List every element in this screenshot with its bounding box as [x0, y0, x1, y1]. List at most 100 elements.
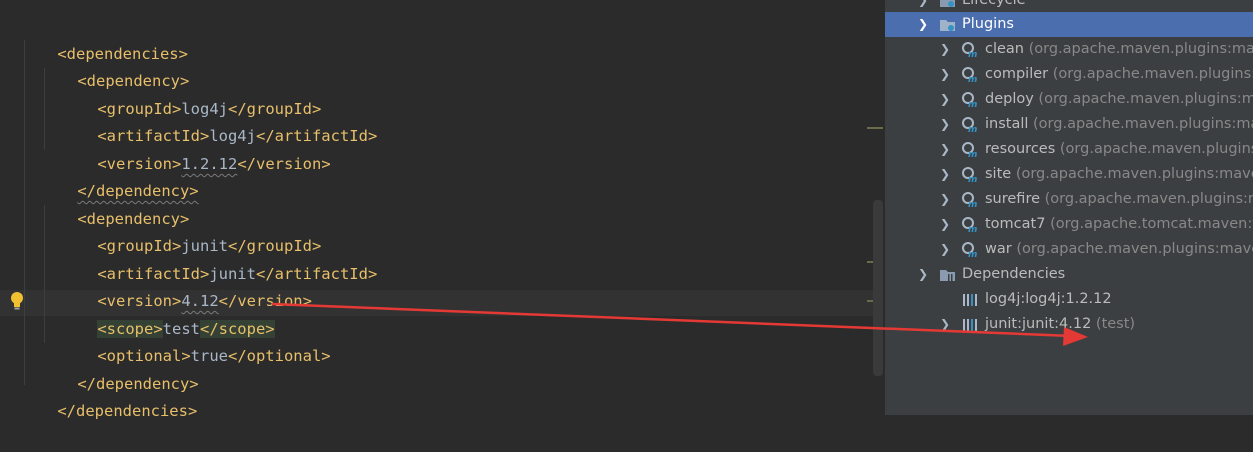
xml-tag: </dependency> — [77, 375, 199, 393]
tree-node-plugins[interactable]: ❯ Plugins — [885, 12, 1253, 37]
xml-tag: </groupId> — [228, 100, 322, 118]
code-line-scope[interactable]: <scope>test</scope> — [60, 289, 275, 338]
chevron-right-icon[interactable]: ❯ — [940, 92, 951, 106]
tree-node-plugin[interactable]: ❯ m resources (org.apache.maven.plugins — [885, 137, 1253, 162]
chevron-right-icon[interactable]: ❯ — [940, 117, 951, 131]
code-line[interactable]: <optional>true</optional> — [60, 316, 330, 365]
tree-node-label: Lifecycle — [962, 0, 1026, 8]
tree-node-plugin[interactable]: ❯ m tomcat7 (org.apache.tomcat.maven:t — [885, 212, 1253, 237]
chevron-right-icon[interactable]: ❯ — [940, 317, 951, 331]
chevron-right-icon[interactable]: ❯ — [940, 167, 951, 181]
plugin-group: (org.apache.maven.plugins:m — [1044, 191, 1253, 207]
maven-plugin-icon: m — [962, 117, 977, 133]
dependency-name: log4j:log4j:1.2.12 — [985, 291, 1112, 307]
code-line[interactable]: <dependency> — [40, 41, 189, 90]
code-line[interactable]: <dependency> — [40, 179, 189, 228]
tree-node-label: Dependencies — [962, 266, 1066, 282]
xml-editor[interactable]: <dependencies> <dependency> <groupId>log… — [0, 0, 885, 420]
tree-node-plugin[interactable]: ❯ m compiler (org.apache.maven.plugins: — [885, 62, 1253, 87]
xml-tag: <version> — [97, 292, 182, 310]
code-line[interactable]: <groupId>junit</groupId> — [60, 206, 321, 255]
plugin-name: tomcat7 — [985, 216, 1046, 232]
indent-guide — [44, 205, 45, 343]
code-line[interactable]: <artifactId>log4j</artifactId> — [60, 96, 377, 145]
xml-tag: <version> — [97, 155, 182, 173]
code-line[interactable]: <version>4.12</version> — [60, 261, 312, 310]
svg-text:m: m — [968, 175, 977, 183]
plugin-name: clean — [985, 41, 1024, 57]
folder-gear-icon — [940, 20, 955, 31]
tree-node-plugin[interactable]: ❯ m deploy (org.apache.maven.plugins:m — [885, 87, 1253, 112]
scrollbar-marker[interactable] — [867, 127, 883, 129]
xml-tag: </dependencies> — [57, 402, 198, 420]
chevron-right-icon[interactable]: ❯ — [940, 142, 951, 156]
xml-tag: </artifactId> — [255, 127, 378, 145]
code-line[interactable]: </dependency> — [40, 344, 198, 393]
plugin-name: surefire — [985, 191, 1041, 207]
code-line[interactable]: <version>1.2.12</version> — [60, 124, 330, 173]
chevron-right-icon[interactable]: ❯ — [940, 242, 951, 256]
code-line[interactable]: <dependencies> — [20, 14, 188, 63]
folder-library-icon — [940, 270, 955, 281]
xml-tag: </groupId> — [228, 237, 322, 255]
chevron-down-icon[interactable]: ❯ — [918, 267, 929, 281]
svg-text:m: m — [968, 100, 977, 108]
chevron-down-icon[interactable]: ❯ — [918, 17, 929, 31]
xml-value: test — [162, 320, 200, 338]
maven-plugin-icon: m — [962, 92, 977, 108]
xml-tag: <optional> — [97, 347, 191, 365]
xml-value: log4j — [209, 127, 256, 145]
tree-node-plugin[interactable]: ❯ m clean (org.apache.maven.plugins:ma — [885, 37, 1253, 62]
code-line[interactable]: </dependency> — [40, 151, 198, 200]
indent-guide — [24, 40, 25, 385]
plugin-name: resources — [985, 141, 1056, 157]
maven-plugin-icon: m — [962, 42, 977, 58]
tree-node-plugin[interactable]: ❯ m war (org.apache.maven.plugins:mave — [885, 237, 1253, 262]
tree-node-plugin[interactable]: ❯ m surefire (org.apache.maven.plugins:m — [885, 187, 1253, 212]
svg-text:m: m — [968, 50, 977, 58]
svg-text:m: m — [968, 225, 977, 233]
maven-plugin-icon: m — [962, 67, 977, 83]
xml-tag: </optional> — [227, 347, 331, 365]
editor-scrollbar[interactable] — [873, 200, 883, 376]
xml-tag: <dependency> — [77, 72, 190, 90]
chevron-right-icon[interactable]: ❯ — [940, 67, 951, 81]
tree-node-plugin[interactable]: ❯ m install (org.apache.maven.plugins:ma — [885, 112, 1253, 137]
indent-guide — [44, 68, 45, 150]
xml-tag: <artifactId> — [97, 127, 210, 145]
tree-node-dependency[interactable]: log4j:log4j:1.2.12 — [885, 287, 1253, 312]
library-icon — [963, 319, 977, 331]
plugin-group: (org.apache.maven.plugins: — [1052, 66, 1253, 82]
plugin-group: (org.apache.maven.plugins — [1059, 141, 1253, 157]
chevron-right-icon[interactable]: ❯ — [940, 217, 951, 231]
xml-tag: <dependencies> — [57, 45, 188, 63]
code-line[interactable]: <groupId>log4j</groupId> — [60, 69, 321, 118]
tree-node-dependency[interactable]: ❯ junit:junit:4.12 (test) — [885, 312, 1253, 337]
chevron-right-icon[interactable]: ❯ — [940, 42, 951, 56]
xml-value: 4.12 — [181, 292, 219, 310]
xml-tag: <dependency> — [77, 210, 190, 228]
plugin-group: (org.apache.tomcat.maven:t — [1050, 216, 1253, 232]
svg-text:m: m — [968, 150, 977, 158]
plugin-group: (org.apache.maven.plugins:mave — [1016, 241, 1253, 257]
chevron-right-icon[interactable]: ❯ — [918, 0, 929, 7]
xml-tag: <artifactId> — [97, 265, 210, 283]
lightbulb-icon[interactable] — [8, 290, 26, 312]
svg-text:m: m — [968, 250, 977, 258]
tree-node-lifecycle[interactable]: ❯ Lifecycle — [885, 0, 1253, 13]
xml-tag: <groupId> — [97, 237, 182, 255]
plugin-name: deploy — [985, 91, 1034, 107]
code-line[interactable]: </dependencies> — [20, 371, 197, 420]
code-line[interactable]: <artifactId>junit</artifactId> — [60, 234, 377, 283]
tree-node-dependencies[interactable]: ❯ Dependencies — [885, 262, 1253, 287]
chevron-right-icon[interactable]: ❯ — [940, 192, 951, 206]
tree-node-plugin[interactable]: ❯ m site (org.apache.maven.plugins:mave — [885, 162, 1253, 187]
maven-plugin-icon: m — [962, 142, 977, 158]
maven-plugin-icon: m — [962, 167, 977, 183]
maven-tool-window[interactable]: ❯ Lifecycle ❯ Plugins ❯ m clean (org.apa… — [885, 0, 1253, 415]
plugin-name: compiler — [985, 66, 1049, 82]
plugin-name: install — [985, 116, 1029, 132]
plugin-name: war — [985, 241, 1012, 257]
plugin-group: (org.apache.maven.plugins:m — [1038, 91, 1253, 107]
plugin-group: (org.apache.maven.plugins:ma — [1028, 41, 1253, 57]
